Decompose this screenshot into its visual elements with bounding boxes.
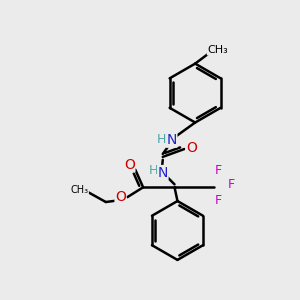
Text: N: N [158, 166, 168, 180]
Text: O: O [115, 190, 126, 204]
Text: O: O [186, 141, 197, 155]
Text: O: O [124, 158, 135, 172]
Text: F: F [228, 178, 235, 191]
Text: F: F [215, 164, 222, 177]
Text: H: H [157, 133, 167, 146]
Text: H: H [148, 164, 158, 177]
Text: CH₃: CH₃ [207, 45, 228, 55]
Text: F: F [215, 194, 222, 207]
Text: N: N [167, 133, 177, 147]
Text: CH₃: CH₃ [70, 185, 88, 195]
